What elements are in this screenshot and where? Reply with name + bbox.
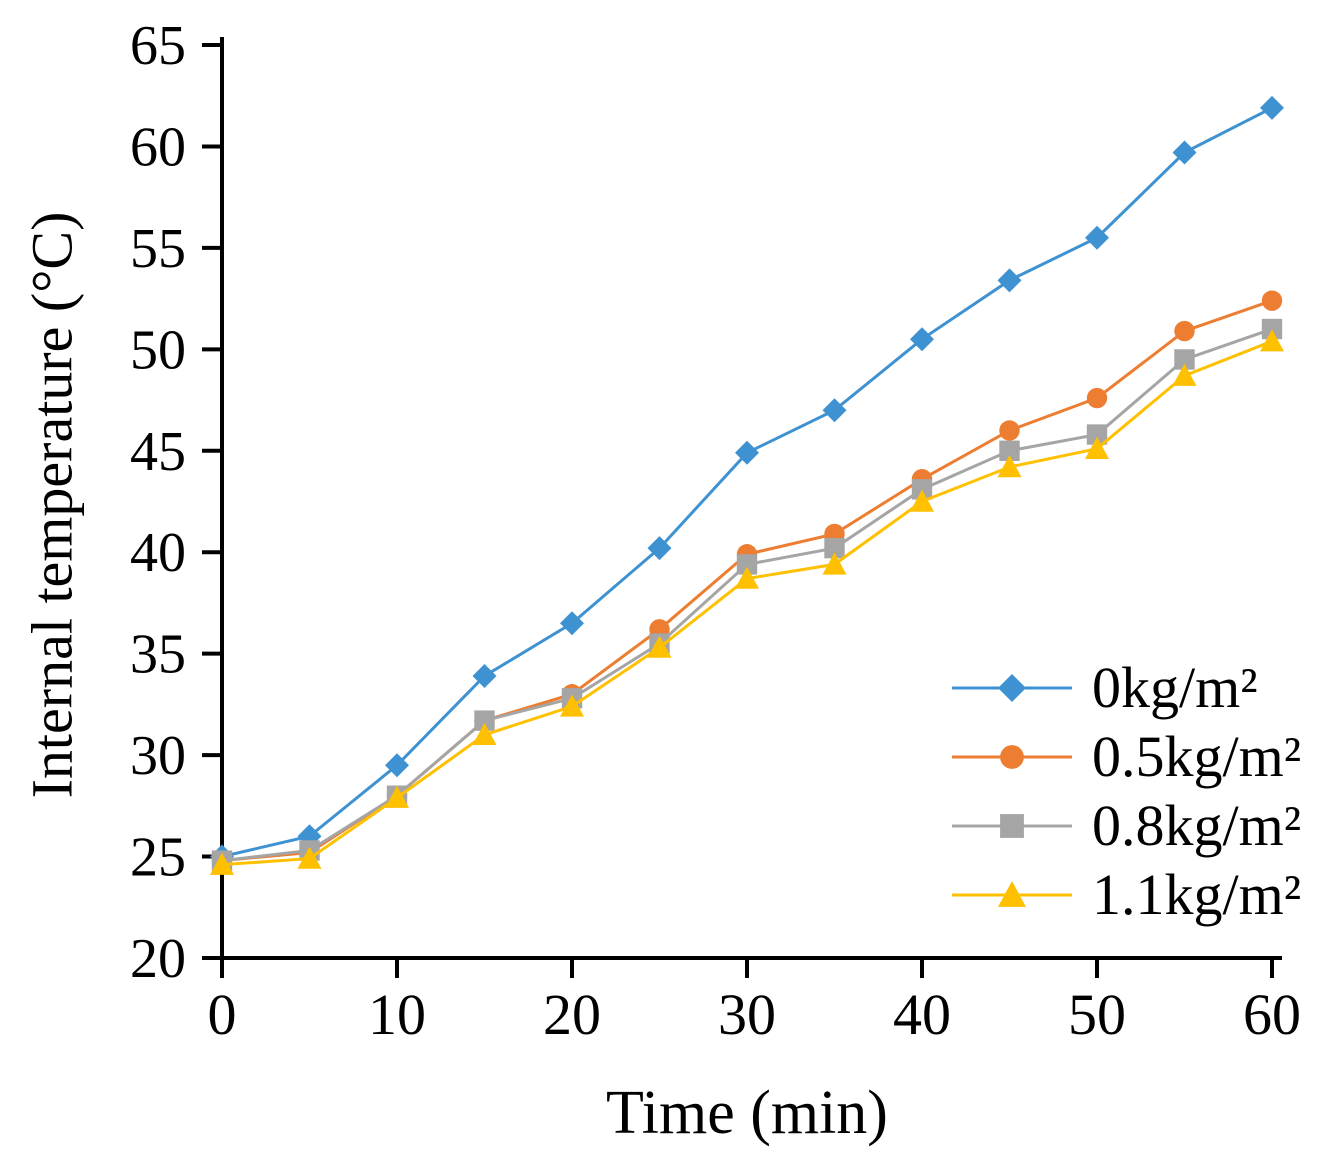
- square-marker-icon: [474, 710, 495, 731]
- square-marker-icon: [1000, 814, 1024, 838]
- x-axis-title: Time (min): [606, 1079, 888, 1147]
- tick-label: 25: [130, 827, 186, 889]
- triangle-marker-icon: [385, 785, 409, 808]
- tick-label: 50: [130, 319, 186, 381]
- triangle-marker-icon: [822, 552, 847, 575]
- tick-label: 10: [368, 982, 426, 1047]
- diamond-marker-icon: [1260, 95, 1284, 120]
- diamond-marker-icon: [472, 663, 497, 688]
- legend-item-1.1kg-m-: 1.1kg/m²: [952, 862, 1301, 927]
- triangle-marker-icon: [560, 694, 584, 717]
- triangle-marker-icon: [210, 852, 234, 875]
- tick-label: 40: [130, 522, 186, 584]
- tick-label: 60: [1243, 982, 1301, 1047]
- circle-marker-icon: [1000, 745, 1024, 769]
- tick-label: 0: [208, 982, 237, 1047]
- legend-label: 0kg/m²: [1092, 655, 1258, 720]
- triangle-marker-icon: [1085, 436, 1109, 459]
- triangle-marker-icon: [910, 489, 934, 512]
- circle-marker-icon: [1174, 320, 1195, 342]
- tick-label: 30: [718, 982, 776, 1047]
- tick-label: 35: [130, 624, 186, 686]
- diamond-marker-icon: [998, 674, 1026, 702]
- square-marker-icon: [736, 554, 758, 575]
- diamond-marker-icon: [1172, 140, 1197, 165]
- diamond-marker-icon: [647, 536, 672, 561]
- triangle-marker-icon: [1260, 329, 1284, 352]
- tick-label: 45: [130, 421, 186, 483]
- axes: 20 25 30 35 40 45 50 55 60 65 0 10 20 30 40 50 60: [130, 15, 1301, 1047]
- legend-item-0.5kg-m-: 0.5kg/m²: [952, 724, 1301, 789]
- diamond-marker-icon: [910, 327, 934, 352]
- triangle-marker-icon: [998, 881, 1026, 907]
- triangle-marker-icon: [1172, 363, 1197, 386]
- triangle-marker-icon: [472, 722, 497, 746]
- triangle-marker-icon: [297, 846, 322, 869]
- square-marker-icon: [1174, 349, 1195, 370]
- diamond-marker-icon: [560, 611, 584, 636]
- legend-item-0.8kg-m-: 0.8kg/m²: [952, 793, 1301, 858]
- diamond-marker-icon: [385, 753, 409, 778]
- triangle-marker-icon: [997, 455, 1022, 478]
- tick-label: 20: [543, 982, 601, 1047]
- legend-label: 0.8kg/m²: [1092, 793, 1301, 858]
- circle-marker-icon: [1086, 387, 1108, 409]
- circle-marker-icon: [999, 420, 1020, 441]
- tick-label: 65: [130, 15, 186, 77]
- legend-item-0kg-m-: 0kg/m²: [952, 655, 1258, 720]
- diamond-marker-icon: [735, 440, 759, 465]
- diamond-marker-icon: [822, 398, 847, 423]
- diamond-marker-icon: [997, 268, 1022, 293]
- tick-label: 55: [130, 218, 186, 280]
- diamond-marker-icon: [1085, 225, 1109, 250]
- circle-marker-icon: [1261, 290, 1283, 311]
- triangle-marker-icon: [647, 635, 672, 658]
- y-axis-title: Internal temperature (°C): [19, 211, 85, 799]
- square-marker-icon: [911, 479, 933, 500]
- square-marker-icon: [999, 440, 1020, 461]
- series-1.1kg-m-: [210, 329, 1284, 875]
- tick-label: 20: [130, 928, 186, 990]
- legend-label: 0.5kg/m²: [1092, 724, 1301, 789]
- legend: 0kg/m²0.5kg/m²0.8kg/m²1.1kg/m²: [952, 655, 1301, 927]
- tick-label: 50: [1068, 982, 1126, 1047]
- tick-label: 30: [130, 725, 186, 787]
- square-marker-icon: [1086, 424, 1108, 445]
- square-marker-icon: [1261, 318, 1283, 340]
- square-marker-icon: [824, 537, 845, 559]
- tick-label: 40: [893, 982, 951, 1047]
- tick-label: 60: [130, 116, 186, 178]
- legend-label: 1.1kg/m²: [1092, 862, 1301, 927]
- triangle-marker-icon: [735, 566, 759, 589]
